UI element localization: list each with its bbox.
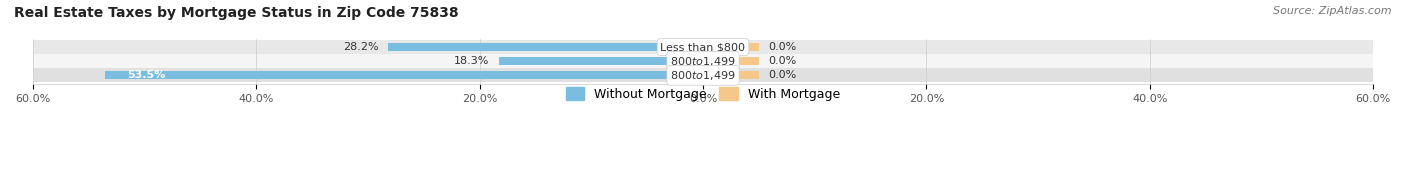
Legend: Without Mortgage, With Mortgage: Without Mortgage, With Mortgage xyxy=(561,82,845,106)
Bar xyxy=(703,72,759,79)
Text: 53.5%: 53.5% xyxy=(128,70,166,80)
Bar xyxy=(499,57,703,65)
Bar xyxy=(32,68,1374,83)
Text: Less than $800: Less than $800 xyxy=(661,42,745,52)
Text: Source: ZipAtlas.com: Source: ZipAtlas.com xyxy=(1274,6,1392,16)
Text: 18.3%: 18.3% xyxy=(454,56,489,66)
Text: 0.0%: 0.0% xyxy=(768,70,796,80)
Text: 28.2%: 28.2% xyxy=(343,42,380,52)
Bar xyxy=(388,43,703,51)
Bar xyxy=(32,54,1374,68)
Text: 0.0%: 0.0% xyxy=(768,56,796,66)
Bar xyxy=(32,40,1374,54)
Text: $800 to $1,499: $800 to $1,499 xyxy=(671,69,735,82)
Bar xyxy=(105,72,703,79)
Text: $800 to $1,499: $800 to $1,499 xyxy=(671,55,735,68)
Text: Real Estate Taxes by Mortgage Status in Zip Code 75838: Real Estate Taxes by Mortgage Status in … xyxy=(14,6,458,20)
Bar xyxy=(703,57,759,65)
Bar xyxy=(703,43,759,51)
Text: 0.0%: 0.0% xyxy=(768,42,796,52)
